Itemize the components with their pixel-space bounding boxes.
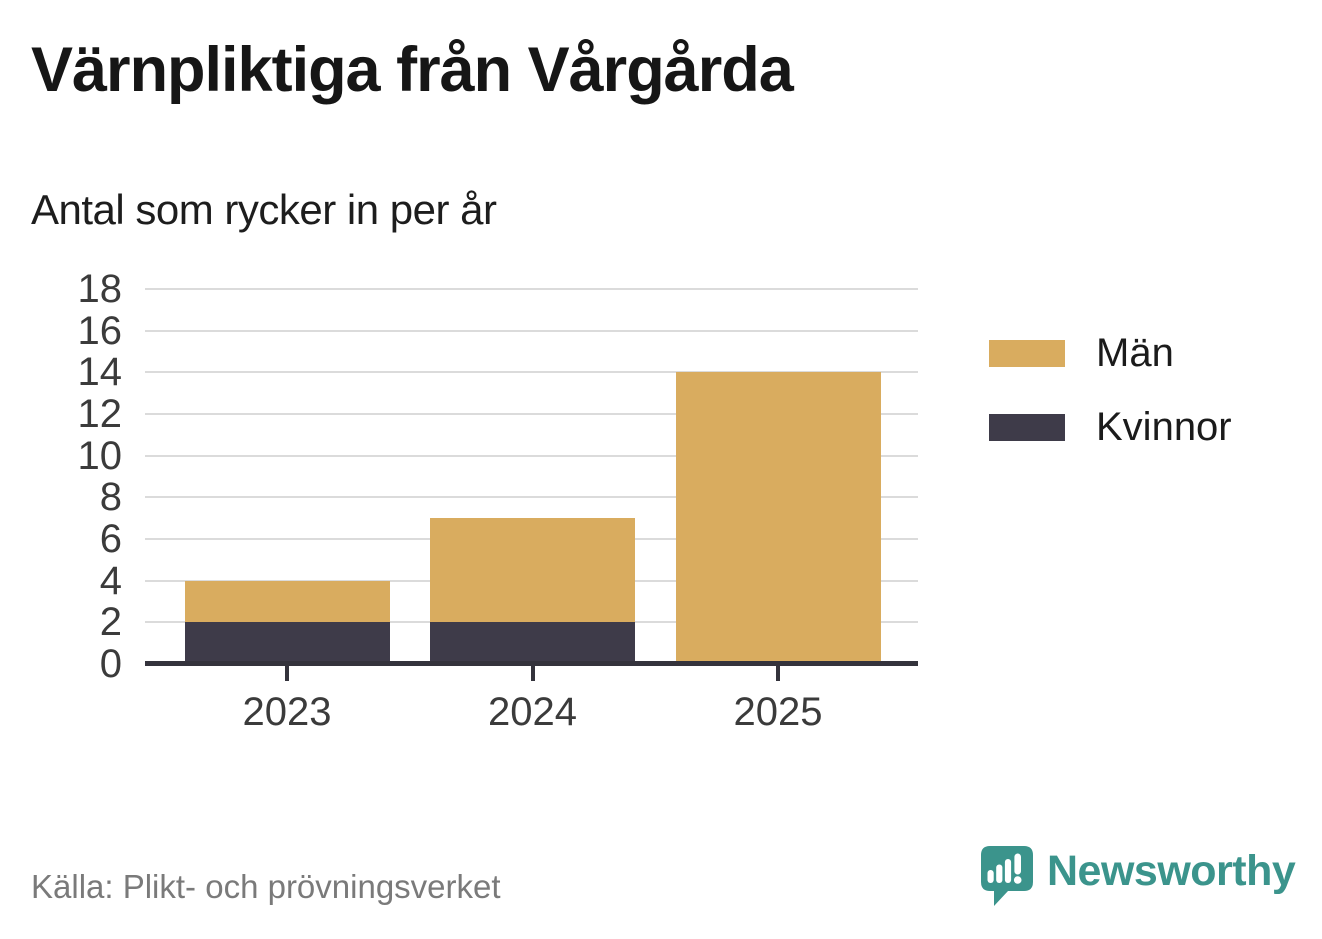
x-axis-label-2024: 2024 bbox=[488, 690, 577, 734]
newsworthy-logo: Newsworthy bbox=[981, 846, 1296, 909]
bar-2023-män bbox=[184, 580, 390, 623]
legend-item-kvinnor: Kvinnor bbox=[989, 405, 1232, 450]
legend-swatch-kvinnor bbox=[989, 414, 1065, 441]
y-axis-label: 4 bbox=[99, 558, 122, 603]
gridline-y8 bbox=[145, 496, 918, 499]
gridline-y18 bbox=[145, 288, 918, 290]
gridline-y14 bbox=[145, 371, 918, 374]
y-axis-label: 16 bbox=[77, 308, 123, 353]
x-axis-label-2023: 2023 bbox=[242, 690, 332, 734]
chart-title: Värnpliktiga från Vårgårda bbox=[31, 35, 794, 105]
legend-swatch-män bbox=[989, 340, 1065, 367]
y-axis-label: 6 bbox=[99, 517, 122, 561]
x-axis-label-2025: 2025 bbox=[733, 690, 823, 734]
y-axis-label: 8 bbox=[99, 475, 122, 520]
bar-2025-män bbox=[675, 372, 881, 664]
chart-subtitle: Antal som rycker in per år bbox=[31, 186, 497, 233]
y-axis-label: 2 bbox=[99, 600, 122, 645]
y-axis-label: 10 bbox=[77, 433, 123, 478]
bar-chart-speech-bubble-icon bbox=[981, 846, 1033, 906]
x-axis-tick-2023 bbox=[285, 666, 289, 681]
gridline-y12 bbox=[145, 413, 918, 415]
bar-2023-kvinnor bbox=[184, 622, 390, 664]
legend-label-kvinnor: Kvinnor bbox=[1096, 405, 1232, 449]
source-caption: Källa: Plikt- och prövningsverket bbox=[31, 868, 501, 905]
x-axis-line bbox=[145, 661, 918, 666]
legend-label-män: Män bbox=[1096, 331, 1174, 375]
gridline-y16 bbox=[145, 329, 918, 332]
x-axis-tick-2025 bbox=[776, 666, 780, 681]
newsworthy-wordmark: Newsworthy bbox=[1047, 847, 1296, 895]
y-axis-label: 14 bbox=[77, 350, 123, 395]
bar-2024-män bbox=[430, 518, 635, 623]
chart-legend: Män Kvinnor bbox=[989, 331, 1232, 450]
x-axis-tick-2024 bbox=[530, 666, 535, 681]
legend-item-män: Män bbox=[989, 331, 1232, 376]
gridline-y10 bbox=[145, 454, 918, 457]
bar-2024-kvinnor bbox=[430, 622, 635, 664]
y-axis-label: 12 bbox=[77, 392, 123, 436]
y-axis-label: 18 bbox=[77, 267, 123, 311]
y-axis-label: 0 bbox=[99, 642, 122, 686]
